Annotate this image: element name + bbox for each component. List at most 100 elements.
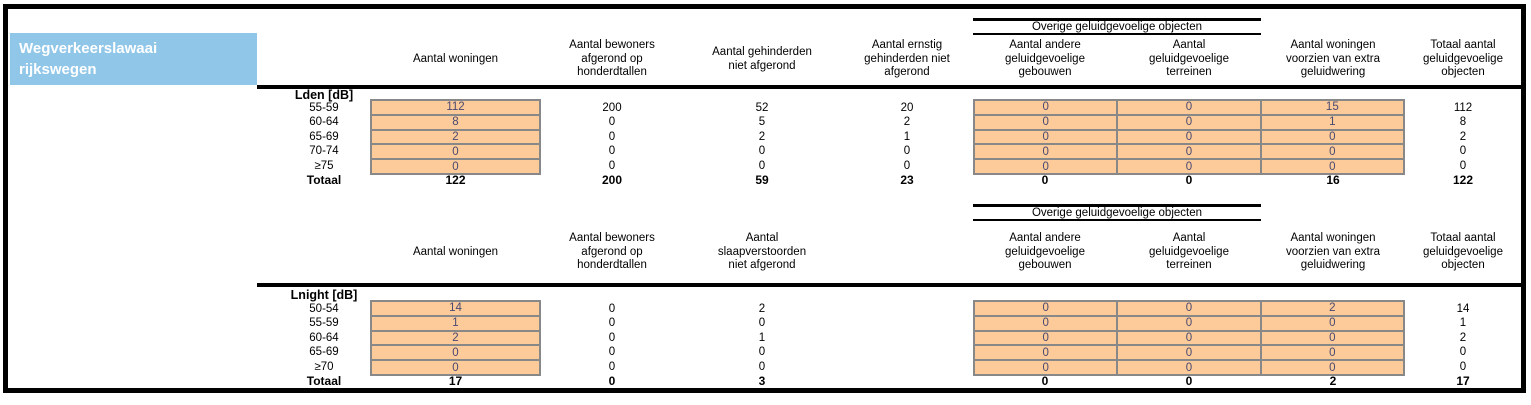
highlighted-value-cell: 0	[452, 145, 459, 158]
value-cell: 5	[758, 116, 766, 129]
highlight-row: 8	[372, 116, 539, 131]
column-header-lden-5: Aantal geluidgevoelige terreinen	[1149, 39, 1229, 79]
row-label: ≥75	[314, 159, 334, 172]
highlighted-value-cell: 2	[452, 331, 459, 344]
highlighted-value-cell: 2	[1329, 302, 1336, 315]
highlight-row: 14	[372, 302, 539, 317]
total-value-cell: 122	[445, 173, 466, 187]
value-cell: 2	[758, 130, 766, 143]
highlighted-value-cell: 0	[975, 346, 1119, 360]
highlighted-value-cell: 0	[1329, 331, 1336, 344]
highlighted-value-cell: 0	[975, 316, 1119, 330]
total-value-cell: 3	[758, 374, 766, 388]
highlight-row: 0	[372, 160, 539, 173]
report-title-line1: Wegverkeerslawaai	[19, 40, 158, 57]
total-row-label: Totaal	[306, 173, 342, 187]
highlighted-value-cell: 14	[449, 302, 462, 315]
column-header-lden-0: Aantal woningen	[412, 52, 499, 65]
column-header-lnight-2: Aantal slaapverstoorden niet afgerond	[717, 232, 807, 272]
value-cell: 0	[903, 145, 911, 158]
highlight-row: 0 0 15	[975, 101, 1403, 116]
value-cell: 0	[758, 159, 766, 172]
highlight-row: 0	[372, 361, 539, 374]
value-cell: 0	[903, 159, 911, 172]
total-value-cell: 0	[1185, 173, 1193, 187]
value-cell: 0	[608, 346, 616, 359]
row-label: 65-69	[309, 130, 339, 143]
report-title-line2: rijkswegen	[19, 61, 97, 78]
highlighted-value-cell: 0	[1329, 361, 1336, 374]
row-group-label-lnight: Lnight [dB]	[290, 288, 358, 302]
column-header-lnight-5: Aantal geluidgevoelige terreinen	[1149, 232, 1229, 272]
highlighted-value-cell: 8	[452, 116, 459, 129]
value-cell: 0	[758, 145, 766, 158]
row-label: 55-59	[309, 102, 339, 114]
value-cell: 2	[1459, 130, 1467, 143]
total-value-cell: 17	[448, 374, 463, 388]
value-cell: 0	[608, 116, 616, 129]
highlighted-value-cell: 0	[1118, 115, 1262, 129]
highlight-row: 2	[372, 131, 539, 146]
value-cell: 0	[1459, 159, 1467, 172]
row-label: ≥70	[314, 360, 334, 373]
highlighted-value-cell: 0	[975, 130, 1119, 144]
highlight-block: 14 1 2 0 0	[370, 300, 541, 376]
highlighted-value-cell: 15	[1325, 101, 1339, 114]
column-group-header-overige: Overige geluidgevoelige objecten	[973, 204, 1261, 221]
highlighted-value-cell: 0	[1329, 346, 1336, 359]
highlighted-value-cell: 0	[452, 346, 459, 359]
value-cell: 52	[755, 102, 769, 114]
row-label: 55-59	[309, 317, 339, 330]
value-cell: 0	[1459, 346, 1467, 359]
highlighted-value-cell: 0	[975, 115, 1119, 129]
total-value-cell: 200	[601, 173, 623, 187]
highlight-row: 0	[372, 346, 539, 362]
value-cell: 0	[608, 130, 616, 143]
column-header-lden-3: Aantal ernstig gehinderden niet afgerond	[864, 39, 950, 79]
report-title-box: Wegverkeerslawaai rijkswegen	[10, 33, 257, 85]
highlighted-value-cell: 0	[1329, 160, 1336, 173]
value-cell: 8	[1459, 116, 1467, 129]
highlighted-value-cell: 0	[1118, 130, 1262, 144]
highlight-row: 0	[372, 145, 539, 161]
highlight-block: 112 8 2 0 0	[370, 99, 541, 175]
highlighted-value-cell: 0	[1118, 145, 1262, 159]
highlighted-value-cell: 0	[975, 302, 1119, 315]
row-label: 70-74	[309, 145, 339, 158]
header-divider-line	[257, 283, 1521, 287]
column-header-lnight-1: Aantal bewoners afgerond op honderdtalle…	[569, 232, 655, 272]
total-value-cell: 59	[755, 173, 769, 187]
total-value-cell: 23	[900, 173, 914, 187]
highlight-row: 112	[372, 101, 539, 116]
value-cell: 0	[608, 303, 616, 315]
highlighted-value-cell: 0	[1118, 346, 1262, 360]
total-value-cell: 16	[1326, 173, 1340, 187]
value-cell: 2	[758, 303, 766, 315]
column-header-lnight-0: Aantal woningen	[412, 245, 499, 258]
highlighted-value-cell: 2	[452, 130, 459, 143]
highlighted-value-cell: 0	[452, 361, 459, 374]
column-header-lden-4: Aantal andere geluidgevoelige gebouwen	[1005, 39, 1085, 79]
column-header-lden-2: Aantal gehinderden niet afgerond	[712, 46, 812, 72]
highlight-row: 2	[372, 332, 539, 347]
row-group-label-lden: Lden [dB]	[294, 88, 354, 102]
value-cell: 1	[1459, 317, 1467, 330]
value-cell: 14	[1456, 303, 1470, 315]
highlighted-value-cell: 0	[1118, 302, 1262, 315]
highlighted-value-cell: 0	[975, 331, 1119, 345]
highlighted-value-cell: 0	[1118, 101, 1262, 114]
highlighted-value-cell: 0	[975, 160, 1119, 173]
highlighted-value-cell: 1	[452, 317, 459, 330]
value-cell: 0	[758, 360, 766, 373]
value-cell: 0	[758, 317, 766, 330]
value-cell: 0	[1459, 145, 1467, 158]
highlighted-value-cell: 0	[452, 160, 459, 173]
